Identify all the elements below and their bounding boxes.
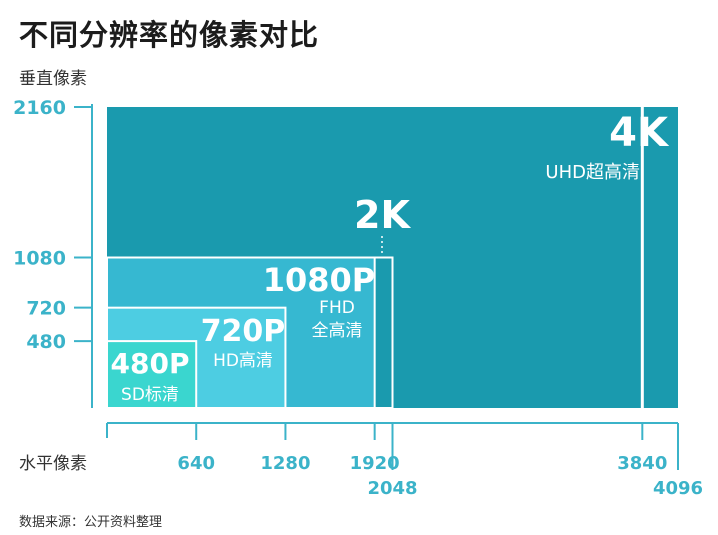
y-tick-480-label: 480 bbox=[26, 331, 66, 353]
label-2k-name: 2K bbox=[354, 193, 411, 237]
label-480p-name: 480P bbox=[111, 347, 190, 380]
label-1080p-sub-2: 全高清 bbox=[312, 321, 363, 341]
y-tick-720-label: 720 bbox=[26, 298, 66, 320]
x-tick-1280-label: 1280 bbox=[260, 453, 310, 474]
y-tick-2160-label: 2160 bbox=[13, 97, 66, 119]
label-1080p-name: 1080P bbox=[263, 261, 376, 299]
x-axis-label: 水平像素 bbox=[19, 454, 87, 474]
y-axis-label: 垂直像素 bbox=[19, 69, 87, 89]
x-tick-3840-label: 3840 bbox=[617, 453, 667, 474]
label-720p-name: 720P bbox=[201, 314, 286, 349]
label-4k-name: 4K bbox=[609, 110, 670, 156]
label-4k-sub: UHD超高清 bbox=[545, 162, 640, 183]
x-tick-640-label: 640 bbox=[177, 453, 215, 474]
y-tick-1080-label: 1080 bbox=[13, 248, 66, 270]
x-tick-1920-label: 1920 bbox=[350, 453, 400, 474]
rect-480p bbox=[106, 340, 198, 409]
label-480p-sub: SD标清 bbox=[121, 385, 179, 405]
x-tick-2048-label: 2048 bbox=[367, 478, 417, 499]
source-note: 数据来源：公开资料整理 bbox=[19, 515, 163, 530]
label-720p-sub: HD高清 bbox=[213, 351, 273, 371]
x-tick-4096-label: 4096 bbox=[653, 478, 703, 499]
chart-title: 不同分辨率的像素对比 bbox=[19, 18, 320, 52]
label-1080p-sub-1: FHD bbox=[319, 298, 355, 318]
